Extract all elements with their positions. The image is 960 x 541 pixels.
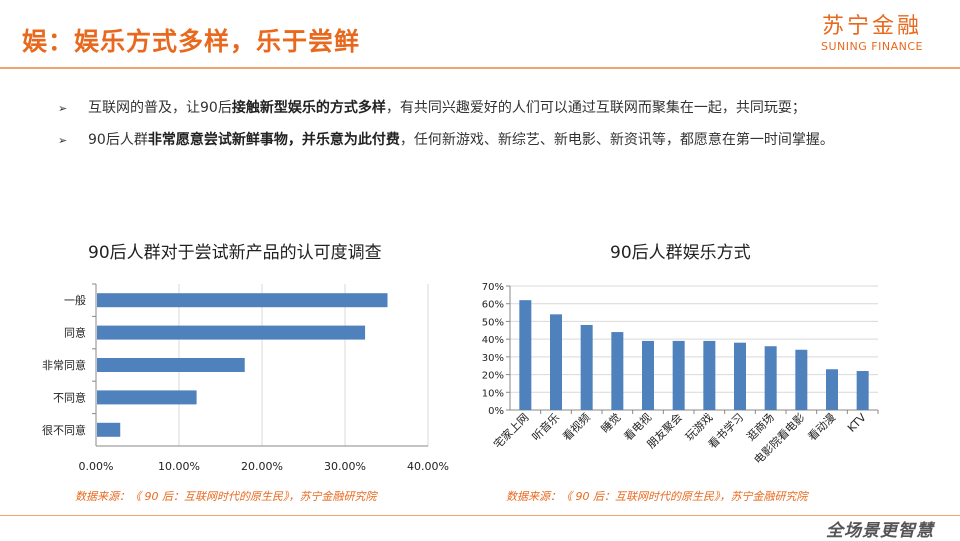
- y-tick-label: 60%: [482, 300, 504, 311]
- logo-text-en: SUNING FINANCE: [821, 40, 923, 53]
- bar: [856, 371, 869, 410]
- bar: [703, 340, 716, 410]
- bullet-text: 90后人群: [88, 132, 148, 148]
- arrow-bullet-icon: ➢: [58, 134, 68, 147]
- bar: [97, 422, 121, 437]
- bar: [642, 340, 654, 410]
- x-tick-label: 40.00%: [407, 460, 449, 473]
- right-chart-source: 数据来源：《 90 后：互联网时代的原生民》，苏宁金融研究院: [506, 490, 808, 503]
- category-label: 一般: [64, 294, 86, 307]
- category-label: 同意: [64, 326, 86, 340]
- category-label: 不同意: [53, 390, 86, 404]
- logo-text-cn: 苏宁金融: [821, 14, 922, 39]
- x-tick-label: 0.00%: [79, 460, 114, 473]
- bar: [580, 324, 593, 410]
- x-tick-label: 30.00%: [324, 460, 366, 473]
- bullet-item: ➢ 互联网的普及，让90后接触新型娱乐的方式多样，有共同兴趣爱好的人们可以通过互…: [58, 96, 888, 121]
- category-label: 非常同意: [42, 358, 86, 372]
- y-tick-label: 50%: [482, 317, 504, 328]
- acceptance-bar-chart: 0.00% 10.00% 20.00% 30.00% 40.00% 一般同意非常同意不同意…: [42, 283, 449, 473]
- left-chart-title: 90后人群对于尝试新产品的认可度调查: [88, 243, 382, 263]
- page-title: 娱：娱乐方式多样，乐于尝鲜: [22, 27, 361, 56]
- category-label: 看动漫: [805, 410, 838, 443]
- category-label: KTV: [845, 411, 869, 435]
- category-label: 听音乐: [529, 410, 562, 443]
- bar: [97, 358, 245, 372]
- bullet-text: 互联网的普及，让90后: [88, 100, 232, 116]
- bar: [550, 314, 562, 410]
- bar: [611, 332, 624, 410]
- bar: [826, 369, 838, 410]
- category-label: 睡觉: [599, 411, 624, 436]
- left-chart-source: 数据来源：《 90 后：互联网时代的原生民》，苏宁金融研究院: [75, 490, 377, 503]
- y-tick-label: 70%: [482, 282, 504, 293]
- x-tick-label: 20.00%: [241, 460, 283, 473]
- bar: [734, 342, 746, 410]
- bar: [97, 390, 197, 405]
- y-tick-label: 20%: [482, 371, 504, 382]
- bar: [672, 340, 685, 410]
- bar: [764, 346, 777, 410]
- brand-logo: 苏宁金融 SUNING FINANCE: [812, 14, 932, 54]
- bar: [97, 325, 366, 340]
- footer-divider: [0, 515, 960, 516]
- y-tick-label: 0%: [488, 406, 504, 417]
- category-label: 看视频: [560, 410, 593, 443]
- category-label: 很不同意: [42, 423, 86, 437]
- y-tick-label: 40%: [482, 335, 504, 346]
- footer-slogan-logo: 全场景更智慧: [826, 521, 934, 541]
- header-divider: [0, 67, 960, 69]
- bullet-emphasis: 接触新型娱乐的方式多样: [231, 100, 386, 116]
- bullet-emphasis: 非常愿意尝试新鲜事物，并乐意为此付费: [147, 132, 400, 148]
- arrow-bullet-icon: ➢: [58, 102, 68, 115]
- right-chart-title: 90后人群娱乐方式: [610, 243, 751, 263]
- x-tick-label: 10.00%: [158, 460, 200, 473]
- y-tick-label: 10%: [482, 388, 504, 399]
- bar: [795, 349, 808, 410]
- bullet-list: ➢ 互联网的普及，让90后接触新型娱乐的方式多样，有共同兴趣爱好的人们可以通过互…: [58, 96, 888, 160]
- bar: [97, 293, 388, 308]
- bar: [519, 300, 532, 410]
- bullet-item: ➢ 90后人群非常愿意尝试新鲜事物，并乐意为此付费，任何新游戏、新综艺、新电影、…: [58, 128, 888, 153]
- bullet-text: ，任何新游戏、新综艺、新电影、新资讯等，都愿意在第一时间掌握。: [399, 132, 834, 148]
- y-tick-label: 30%: [482, 353, 504, 364]
- bullet-text: ，有共同兴趣爱好的人们可以通过互联网而聚集在一起，共同玩耍；: [385, 100, 806, 116]
